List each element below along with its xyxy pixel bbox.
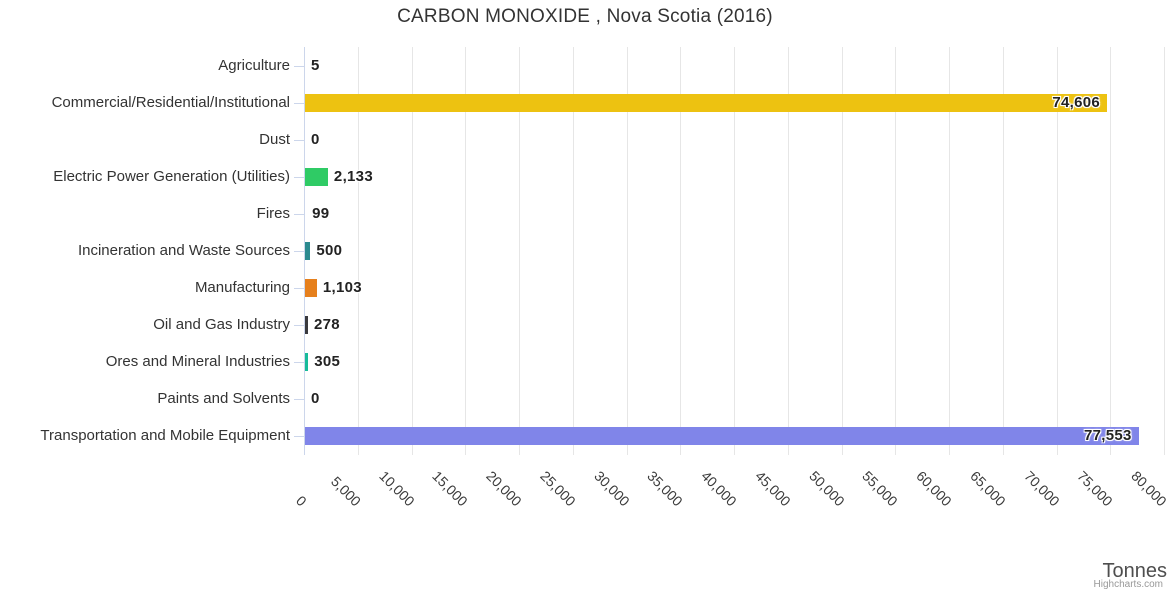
value-label: 305	[314, 353, 341, 371]
value-label: 99	[312, 204, 330, 222]
x-axis-tick-label: 45,000	[752, 467, 794, 510]
category-label: Incineration and Waste Sources	[77, 241, 290, 259]
category-label: Dust	[259, 130, 290, 148]
x-axis-tick-label: 65,000	[967, 467, 1009, 510]
highcharts-credit-link[interactable]: Highcharts.com	[1093, 579, 1163, 590]
gridline	[949, 47, 950, 455]
category-tick	[294, 139, 304, 141]
bar[interactable]	[305, 241, 310, 260]
value-label: 1,103	[322, 279, 362, 297]
value-label: 500	[316, 241, 343, 259]
x-axis-tick-label: 50,000	[805, 467, 848, 510]
category-tick	[294, 102, 304, 104]
y-axis-line	[304, 47, 305, 455]
bar[interactable]	[305, 353, 308, 372]
x-axis-tick-label: 40,000	[698, 467, 740, 510]
gridline	[841, 47, 843, 455]
category-label: Commercial/Residential/Institutional	[51, 93, 290, 111]
chart-title: CARBON MONOXIDE , Nova Scotia (2016)	[397, 6, 773, 27]
category-label: Agriculture	[218, 56, 290, 74]
value-label: 77,553	[1084, 427, 1132, 445]
category-tick	[294, 362, 304, 364]
category-label: Ores and Mineral Industries	[105, 353, 290, 371]
category-tick	[294, 436, 304, 438]
category-label: Fires	[256, 204, 290, 222]
value-label: 278	[313, 316, 340, 334]
category-label: Manufacturing	[194, 279, 290, 297]
gridline	[411, 47, 413, 455]
x-axis-tick-label: 5,000	[327, 473, 364, 510]
category-tick	[294, 325, 304, 327]
category-label: Oil and Gas Industry	[153, 316, 290, 334]
x-axis-tick-label: 80,000	[1128, 467, 1170, 510]
x-axis-tick-label: 15,000	[429, 467, 472, 510]
gridline	[465, 47, 467, 455]
gridline	[787, 47, 789, 455]
category-label: Paints and Solvents	[157, 390, 290, 408]
value-label: 0	[311, 130, 320, 148]
x-axis-tick-label: 25,000	[537, 467, 579, 510]
gridline	[1110, 47, 1112, 455]
x-axis-tick-label: 10,000	[375, 467, 418, 510]
gridline	[1164, 47, 1165, 455]
x-axis-title: Tonnes	[1102, 560, 1168, 582]
gridline	[1002, 47, 1004, 455]
category-tick	[294, 288, 304, 290]
value-label: 2,133	[333, 167, 373, 185]
x-axis-tick-label: 20,000	[483, 467, 525, 510]
value-label: 74,606	[1052, 93, 1100, 111]
x-axis-tick-label: 75,000	[1074, 467, 1117, 510]
gridline	[626, 47, 628, 455]
category-label: Transportation and Mobile Equipment	[40, 427, 290, 445]
value-label: 5	[311, 56, 320, 74]
x-axis-tick-label: 0	[293, 492, 310, 510]
x-axis-tick-label: 30,000	[590, 467, 633, 510]
bar[interactable]	[305, 427, 1139, 446]
gridline	[734, 47, 735, 455]
x-axis-tick-label: 70,000	[1020, 467, 1063, 510]
gridline	[680, 47, 682, 455]
gridline	[357, 47, 359, 455]
x-axis-tick-label: 35,000	[644, 467, 687, 510]
gridline	[895, 47, 897, 455]
bar[interactable]	[305, 316, 308, 335]
category-tick	[294, 176, 304, 178]
category-tick	[294, 213, 304, 215]
gridline	[519, 47, 520, 455]
category-tick	[294, 250, 304, 252]
gridline	[572, 47, 574, 455]
bar[interactable]	[305, 279, 317, 298]
value-label: 0	[311, 390, 320, 408]
category-tick	[294, 65, 304, 67]
x-axis-tick-label: 60,000	[913, 467, 955, 510]
category-label: Electric Power Generation (Utilities)	[53, 167, 290, 185]
gridline	[1056, 47, 1058, 455]
bar[interactable]	[305, 167, 328, 186]
x-axis-tick-label: 55,000	[859, 467, 902, 510]
bar[interactable]	[305, 93, 1107, 112]
category-tick	[294, 399, 304, 401]
